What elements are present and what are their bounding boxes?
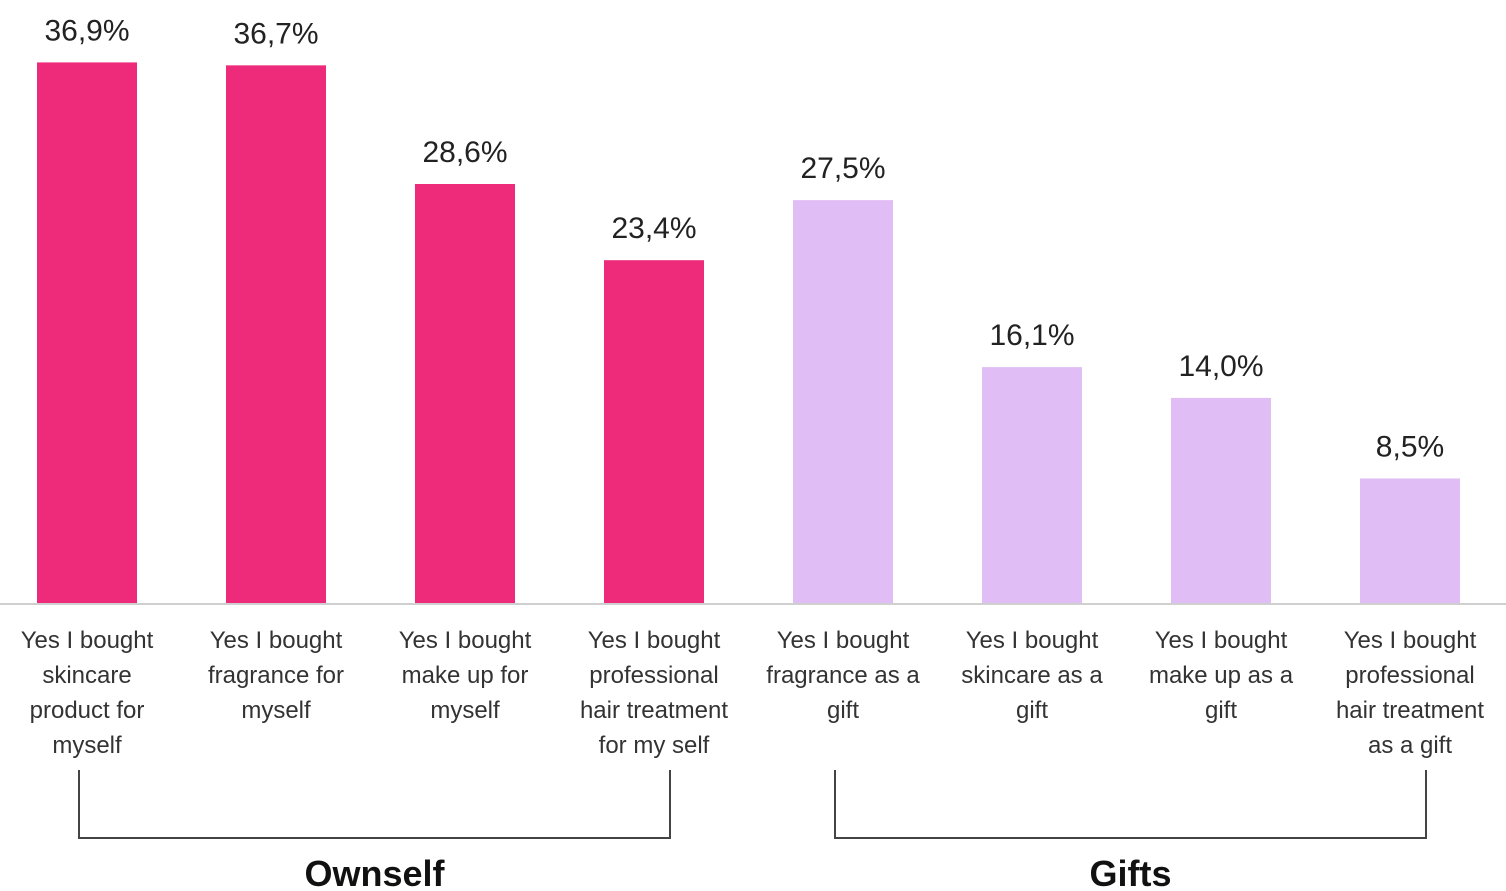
- label-line: make up as a: [1149, 662, 1294, 689]
- group-label: Gifts: [1089, 853, 1171, 891]
- label-line: make up for: [402, 662, 529, 689]
- label-line: Yes I bought: [966, 627, 1099, 654]
- group-label: Ownself: [304, 853, 445, 891]
- x-tick-label: Yes I bought make up for myself: [399, 627, 532, 724]
- label-line: Yes I bought: [399, 627, 532, 654]
- x-tick-label: Yes I bought professional hair treatment as…: [1336, 627, 1484, 759]
- label-line: skincare as a: [961, 662, 1103, 689]
- label-line: myself: [52, 732, 122, 759]
- label-line: for my self: [599, 732, 710, 759]
- label-line: skincare: [42, 662, 131, 689]
- label-line: myself: [430, 697, 500, 724]
- label-line: fragrance for: [208, 662, 344, 689]
- group-bracket: [78, 770, 671, 839]
- bar: [415, 184, 515, 603]
- value-label: 23,4%: [611, 212, 696, 245]
- x-tick-label: Yes I bought fragrance as a gift: [766, 627, 920, 724]
- value-label: 8,5%: [1376, 430, 1444, 463]
- group-bracket: [834, 770, 1427, 839]
- value-label: 16,1%: [989, 319, 1074, 352]
- label-line: hair treatment: [1336, 697, 1484, 724]
- label-line: Yes I bought: [21, 627, 154, 654]
- bar: [37, 62, 137, 604]
- bar: [604, 260, 704, 603]
- value-label: 14,0%: [1178, 350, 1263, 383]
- bar: [1360, 478, 1460, 603]
- x-tick-label: Yes I bought skincare product for myself: [21, 627, 154, 759]
- label-line: gift: [1205, 697, 1237, 724]
- value-label: 36,9%: [44, 14, 129, 47]
- bar: [793, 200, 893, 603]
- value-label: 27,5%: [800, 152, 885, 185]
- label-line: as a gift: [1368, 732, 1452, 759]
- x-tick-label: Yes I bought make up as a gift: [1149, 627, 1294, 724]
- x-tick-label: Yes I bought professional hair treatment fo…: [580, 627, 728, 759]
- label-line: Yes I bought: [777, 627, 910, 654]
- label-line: fragrance as a: [766, 662, 920, 689]
- label-line: Yes I bought: [210, 627, 343, 654]
- label-line: professional: [1345, 662, 1474, 689]
- label-line: Yes I bought: [588, 627, 721, 654]
- label-line: myself: [241, 697, 311, 724]
- bar: [226, 65, 326, 604]
- label-line: product for: [30, 697, 145, 724]
- label-line: gift: [1016, 697, 1048, 724]
- label-line: gift: [827, 697, 859, 724]
- label-line: hair treatment: [580, 697, 728, 724]
- x-tick-label: Yes I bought fragrance for myself: [208, 627, 344, 724]
- x-tick-label: Yes I bought skincare as a gift: [961, 627, 1103, 724]
- label-line: professional: [589, 662, 718, 689]
- bar: [1171, 397, 1271, 603]
- label-line: Yes I bought: [1344, 627, 1477, 654]
- value-label: 36,7%: [233, 17, 318, 50]
- label-line: Yes I bought: [1155, 627, 1288, 654]
- bar: [982, 367, 1082, 603]
- value-label: 28,6%: [422, 136, 507, 169]
